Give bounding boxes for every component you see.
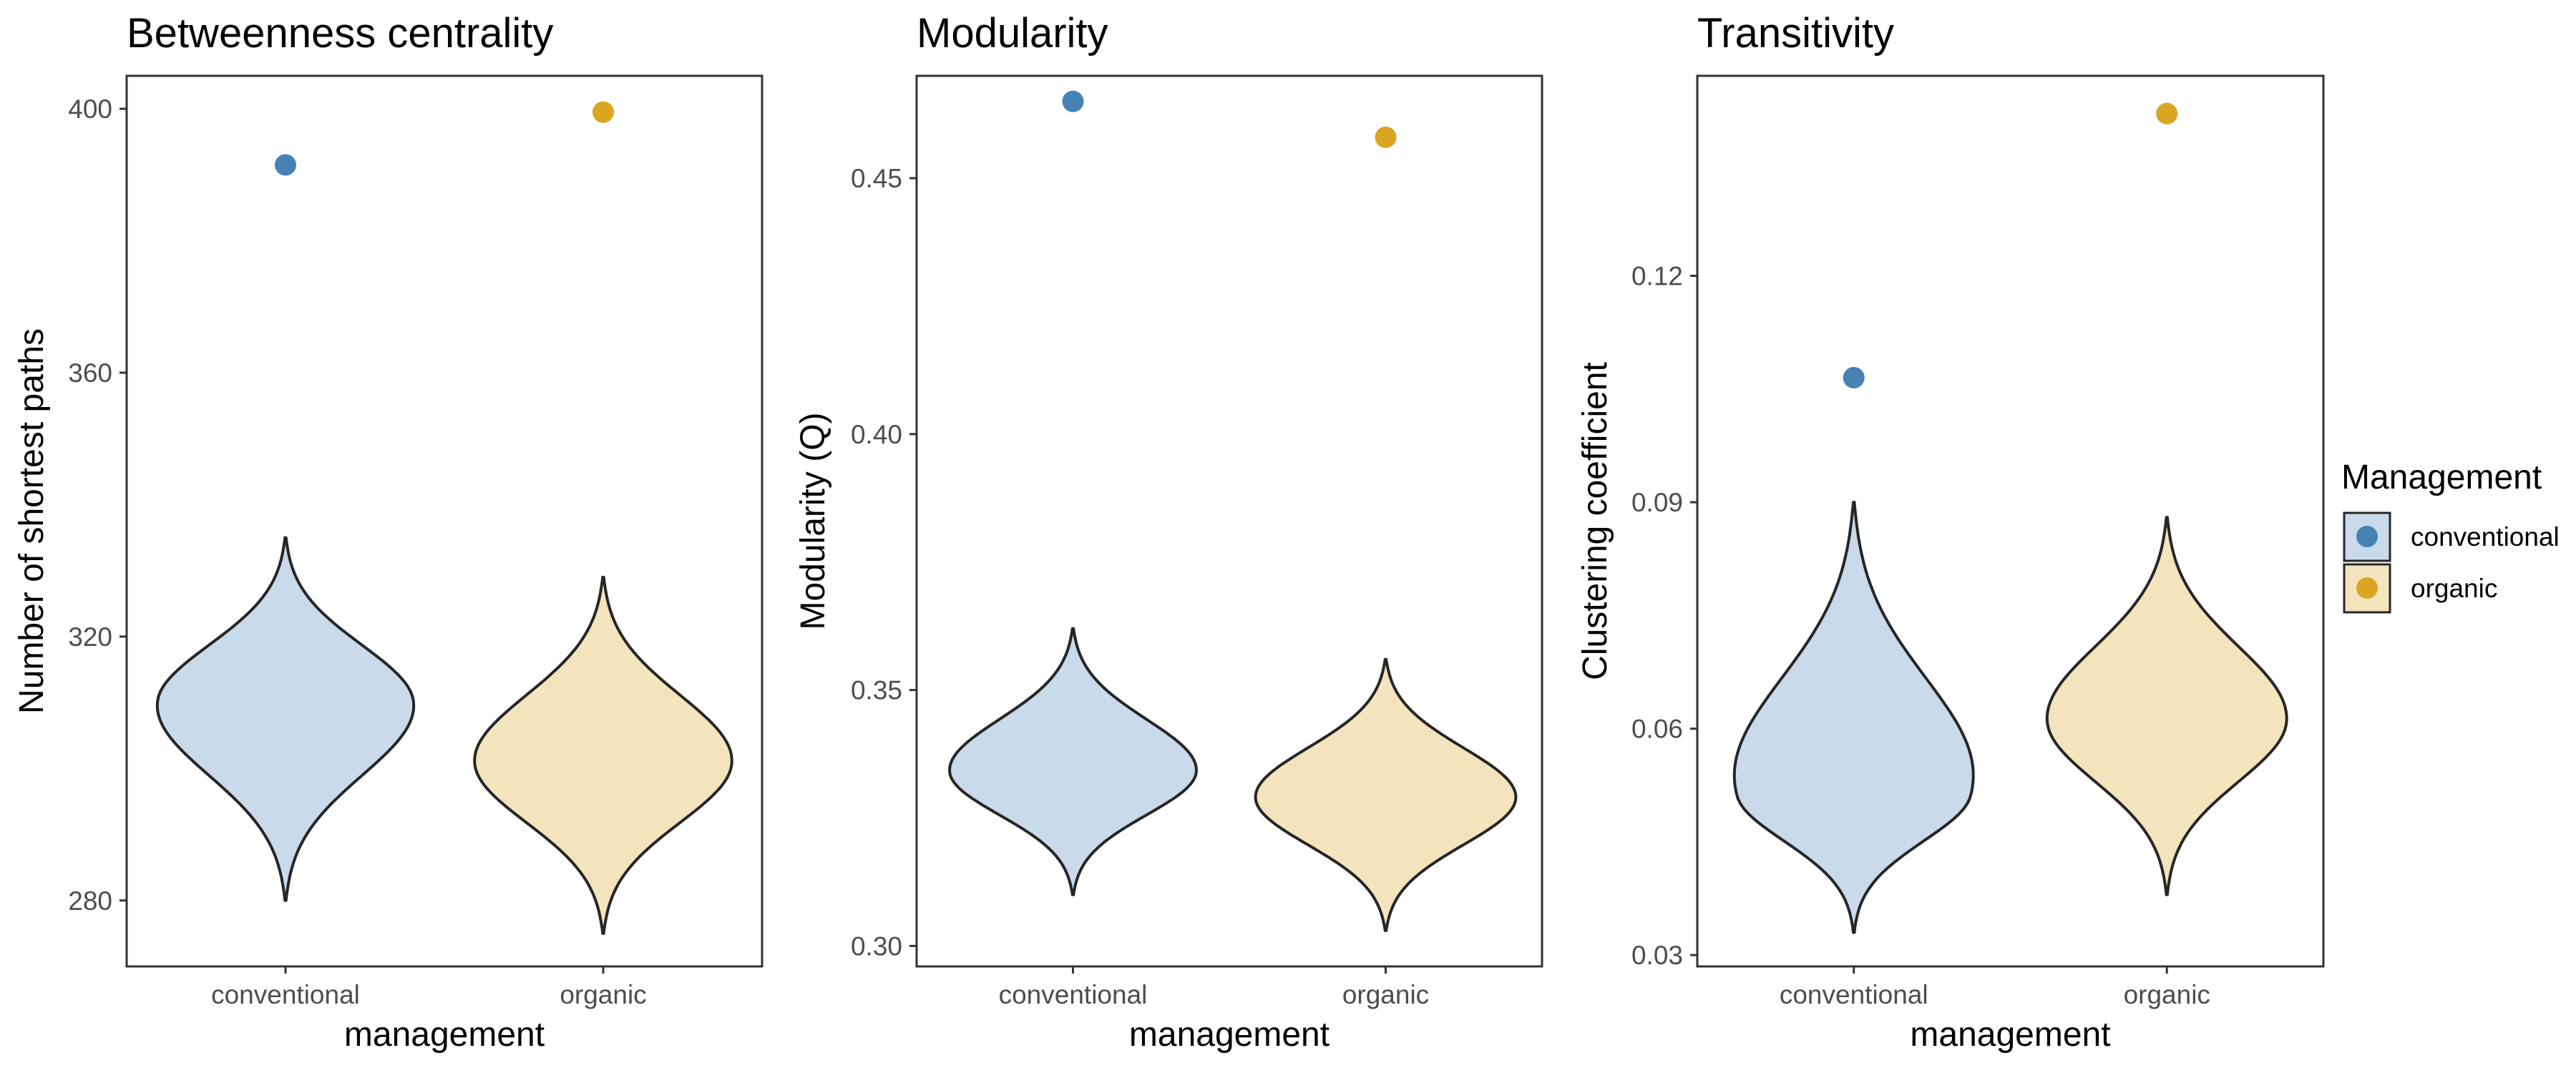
observed-point-organic bbox=[592, 101, 614, 123]
y-tick-label: 0.45 bbox=[851, 164, 902, 193]
x-axis-title: management bbox=[344, 1016, 545, 1054]
observed-point-organic bbox=[2156, 102, 2178, 124]
x-tick-label-organic: organic bbox=[560, 980, 646, 1009]
legend-point-conventional bbox=[2356, 526, 2378, 547]
y-tick-label: 320 bbox=[68, 622, 112, 652]
panel-title: Transitivity bbox=[1697, 10, 1894, 57]
y-tick-label: 0.09 bbox=[1631, 488, 1683, 517]
legend-item-conventional: conventional bbox=[2343, 511, 2560, 562]
panel-border bbox=[1696, 74, 2325, 968]
violin-organic bbox=[2045, 516, 2288, 896]
panel-betweenness-centrality: Betweenness centrality 280 320 360 400 conven… bbox=[13, 10, 763, 1054]
x-tick-label-conventional: conventional bbox=[999, 980, 1148, 1009]
observed-point-organic bbox=[1375, 126, 1397, 148]
observed-point-conventional bbox=[275, 154, 296, 176]
y-tick-label: 0.03 bbox=[1631, 941, 1683, 970]
panel-modularity: Modularity 0.30 0.35 0.40 0.45 conventional or… bbox=[794, 10, 1543, 1054]
legend-label-conventional: conventional bbox=[2411, 522, 2560, 552]
y-axis-title: Modularity (Q) bbox=[794, 412, 832, 629]
violin-conventional bbox=[155, 536, 416, 902]
y-tick-label: 0.40 bbox=[851, 420, 902, 449]
x-axis-title: management bbox=[1910, 1016, 2110, 1054]
legend-label-organic: organic bbox=[2411, 574, 2497, 603]
panel-title: Modularity bbox=[917, 10, 1108, 57]
observed-point-conventional bbox=[1062, 90, 1084, 112]
y-axis-title: Number of shortest paths bbox=[13, 328, 51, 714]
legend-point-organic bbox=[2356, 577, 2378, 599]
legend-title: Management bbox=[2341, 459, 2542, 496]
violin-organic bbox=[1254, 657, 1518, 932]
y-tick-label: 400 bbox=[68, 94, 112, 124]
legend: Management conventional organic bbox=[2341, 459, 2560, 614]
y-tick-label: 280 bbox=[68, 886, 112, 916]
y-tick-label: 0.30 bbox=[851, 931, 902, 961]
legend-key-organic bbox=[2343, 563, 2391, 614]
y-tick-label: 0.12 bbox=[1631, 262, 1683, 291]
y-tick-label: 360 bbox=[68, 358, 112, 388]
panel-border bbox=[125, 74, 763, 968]
violin-organic bbox=[473, 575, 733, 935]
y-axis-title: Clustering coefficient bbox=[1576, 362, 1614, 680]
x-tick-label-organic: organic bbox=[1342, 980, 1429, 1009]
y-tick-label: 0.35 bbox=[851, 676, 902, 705]
legend-item-organic: organic bbox=[2343, 563, 2497, 614]
x-axis-title: management bbox=[1129, 1016, 1330, 1054]
x-tick-label-conventional: conventional bbox=[1780, 980, 1928, 1009]
panel-transitivity: Transitivity 0.03 0.06 0.09 0.12 conventional… bbox=[1576, 10, 2325, 1054]
panel-border bbox=[915, 74, 1543, 968]
observed-point-conventional bbox=[1843, 367, 1865, 389]
y-tick-label: 0.06 bbox=[1631, 715, 1683, 744]
panel-title: Betweenness centrality bbox=[127, 10, 553, 57]
x-tick-label-conventional: conventional bbox=[211, 980, 360, 1009]
x-tick-label-organic: organic bbox=[2124, 980, 2210, 1009]
violin-conventional bbox=[948, 627, 1198, 896]
violin-conventional bbox=[1732, 501, 1975, 934]
